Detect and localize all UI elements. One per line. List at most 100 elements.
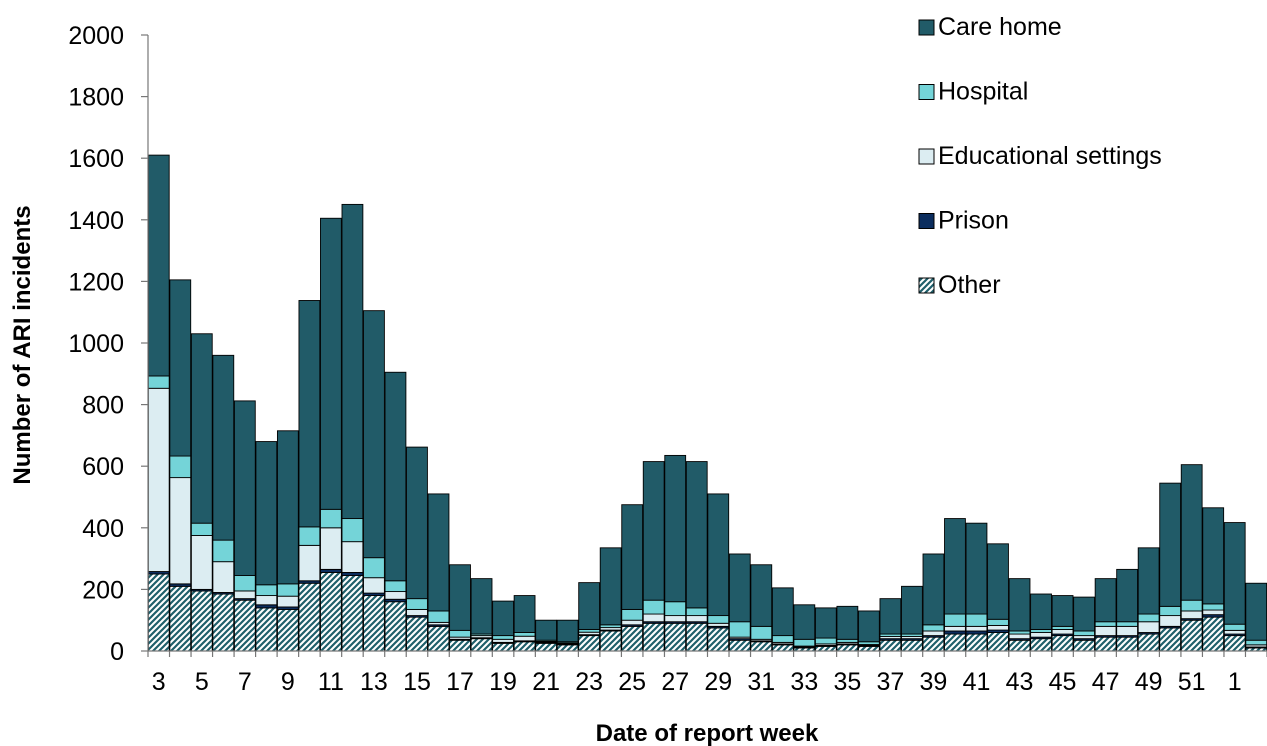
bar-other-week-22	[556, 644, 579, 652]
bar-care-home-week-7	[233, 400, 256, 576]
bar-hospital-week-46	[1073, 630, 1095, 637]
bar-hospital-week-5	[190, 522, 213, 536]
bar-educational-settings-week-50	[1159, 615, 1182, 627]
legend-label-care-home: Care home	[938, 13, 1062, 41]
bar-other-week-18	[470, 638, 493, 652]
bar-other-week-48	[1116, 636, 1139, 652]
bar-care-home-week-49	[1137, 547, 1160, 615]
bar-hospital-week-4	[169, 455, 192, 479]
bar-other-week-40	[944, 633, 966, 652]
bar-educational-settings-week-28	[685, 615, 708, 623]
x-tick-label: 31	[747, 668, 775, 696]
bar-area	[147, 154, 1267, 652]
x-tick-label: 49	[1135, 668, 1163, 696]
bar-care-home-week-5	[190, 333, 213, 524]
bar-prison-week-12	[341, 572, 364, 576]
bar-other-week-42	[987, 632, 1009, 652]
bar-prison-week-8	[255, 604, 278, 609]
bar-hospital-week-44	[1030, 628, 1052, 633]
bar-other-week-52	[1202, 616, 1225, 652]
bar-care-home-week-29	[707, 493, 730, 617]
bar-other-week-47	[1094, 636, 1117, 652]
bar-other-week-41	[965, 633, 988, 652]
bar-other-week-37	[879, 639, 902, 652]
bar-care-home-week-24	[599, 547, 622, 626]
bar-care-home-week-37	[879, 598, 902, 635]
x-tick-label: 25	[618, 668, 646, 696]
bar-other-week-24	[599, 630, 622, 652]
x-tick-label: 21	[532, 668, 560, 696]
x-tick-label: 1	[1228, 668, 1242, 696]
bar-hospital-week-34	[814, 637, 837, 645]
bar-other-week-3	[147, 573, 170, 652]
x-tick-label: 33	[790, 668, 818, 696]
legend-label-other: Other	[938, 271, 1001, 299]
bar-care-home-week-8	[255, 441, 278, 586]
bar-hospital-week-3	[147, 375, 170, 389]
bar-educational-settings-week-27	[664, 615, 687, 623]
x-tick-label: 3	[152, 668, 166, 696]
bar-other-week-38	[901, 639, 923, 652]
bar-prison-week-41	[965, 630, 988, 635]
bar-hospital-week-1	[1223, 623, 1246, 631]
bar-hospital-week-10	[298, 526, 321, 546]
bar-educational-settings-week-5	[190, 535, 213, 590]
bar-other-week-30	[728, 639, 751, 652]
y-axis-title: Number of ARI incidents	[9, 205, 36, 484]
bar-care-home-week-20	[513, 595, 536, 633]
bar-care-home-week-35	[836, 605, 859, 640]
bar-hospital-week-8	[255, 584, 278, 597]
bar-educational-settings-week-41	[965, 625, 988, 632]
bar-care-home-week-22	[556, 619, 579, 643]
bar-hospital-week-39	[922, 624, 945, 632]
bar-other-week-27	[664, 622, 687, 652]
legend-swatch-prison	[918, 213, 935, 229]
bar-educational-settings-week-11	[320, 527, 342, 570]
bar-care-home-week-15	[406, 446, 428, 600]
bar-hospital-week-45	[1051, 625, 1074, 630]
bar-other-week-28	[685, 622, 708, 652]
bar-other-week-44	[1030, 638, 1052, 652]
x-tick-label: 35	[833, 668, 861, 696]
bar-care-home-week-45	[1051, 595, 1074, 627]
x-tick-label: 51	[1178, 668, 1206, 696]
bar-care-home-week-14	[384, 371, 407, 582]
bar-educational-settings-week-8	[255, 595, 278, 606]
bar-care-home-week-42	[987, 543, 1009, 620]
bar-care-home-week-46	[1073, 596, 1095, 632]
bar-educational-settings-week-43	[1008, 633, 1031, 640]
legend-label-hospital: Hospital	[938, 78, 1028, 106]
bar-other-week-49	[1137, 633, 1160, 652]
bar-educational-settings-week-20	[513, 635, 536, 642]
bar-educational-settings-week-9	[276, 595, 299, 608]
bar-hospital-week-25	[621, 608, 644, 621]
bar-educational-settings-week-29	[707, 622, 730, 627]
bar-care-home-week-31	[750, 564, 773, 627]
bar-other-week-23	[578, 635, 601, 652]
bar-other-week-7	[233, 599, 256, 652]
bar-hospital-week-16	[427, 610, 450, 623]
bar-educational-settings-week-1	[1223, 629, 1246, 635]
bar-care-home-week-47	[1094, 578, 1117, 623]
bar-care-home-week-28	[685, 461, 708, 609]
bar-care-home-week-32	[771, 587, 794, 637]
bar-educational-settings-week-15	[406, 608, 428, 617]
bar-care-home-week-52	[1202, 507, 1225, 605]
x-tick-label: 29	[704, 668, 732, 696]
bar-hospital-week-28	[685, 607, 708, 617]
bar-care-home-week-9	[276, 430, 299, 585]
bar-educational-settings-week-46	[1073, 635, 1095, 640]
bar-hospital-week-6	[212, 539, 235, 563]
bar-other-week-36	[858, 645, 880, 652]
bar-hospital-week-33	[793, 638, 816, 647]
legend-label-educational-settings: Educational settings	[938, 142, 1162, 170]
bar-educational-settings-week-12	[341, 541, 364, 573]
bar-hospital-week-42	[987, 618, 1009, 626]
bar-care-home-week-30	[728, 553, 751, 623]
bar-educational-settings-week-26	[642, 613, 665, 623]
x-tick-label: 39	[920, 668, 948, 696]
bar-hospital-week-49	[1137, 613, 1160, 623]
bar-care-home-week-1	[1223, 522, 1246, 625]
bar-other-week-16	[427, 625, 450, 652]
bar-other-week-10	[298, 582, 321, 652]
